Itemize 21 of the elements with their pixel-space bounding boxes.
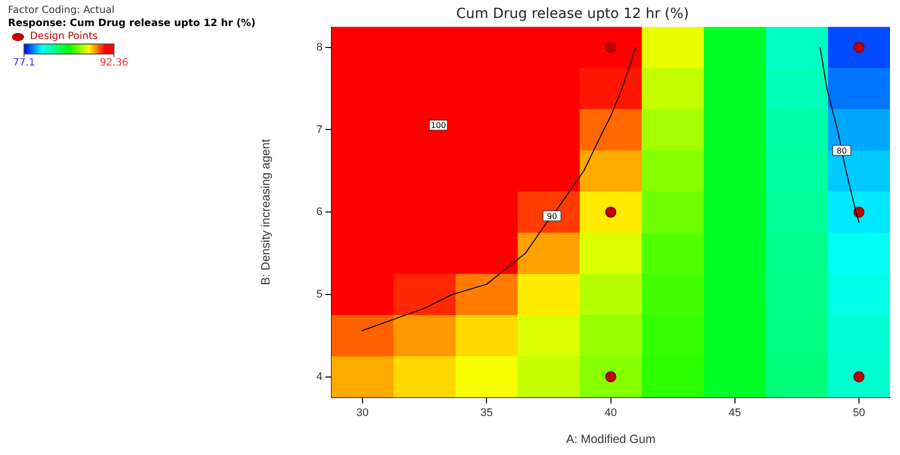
text: Factor Coding: Actual: [8, 4, 116, 17]
chart-title: Cum Drug release upto 12 hr (%): [456, 6, 689, 22]
x-axis-title: A: Modified Gum: [566, 432, 656, 446]
x-tick-label: 45: [728, 407, 741, 420]
y-tick-label: 5: [316, 288, 323, 300]
y-tick-label: 8: [316, 41, 323, 54]
y-tick-label: 7: [316, 124, 323, 136]
color-bar-label: 77.1: [12, 58, 36, 69]
annotation: 90: [546, 212, 558, 221]
x-tick-label: 50: [852, 407, 866, 420]
text: Response: Cum Drug release upto 12 hr (%): [8, 17, 256, 30]
annotation: 100: [430, 121, 446, 130]
y-tick-label: 4: [316, 370, 323, 383]
x-tick-label: 40: [604, 407, 617, 420]
x-tick-label: 30: [356, 407, 369, 420]
annotation: 80: [836, 146, 847, 156]
y-tick-label: 6: [316, 206, 323, 218]
x-tick-label: 35: [480, 407, 493, 420]
legend-label: Design Points: [30, 30, 98, 43]
y-axis-title: B: Density increasing agent: [258, 138, 273, 286]
color-bar-label: 92.36: [100, 58, 128, 69]
